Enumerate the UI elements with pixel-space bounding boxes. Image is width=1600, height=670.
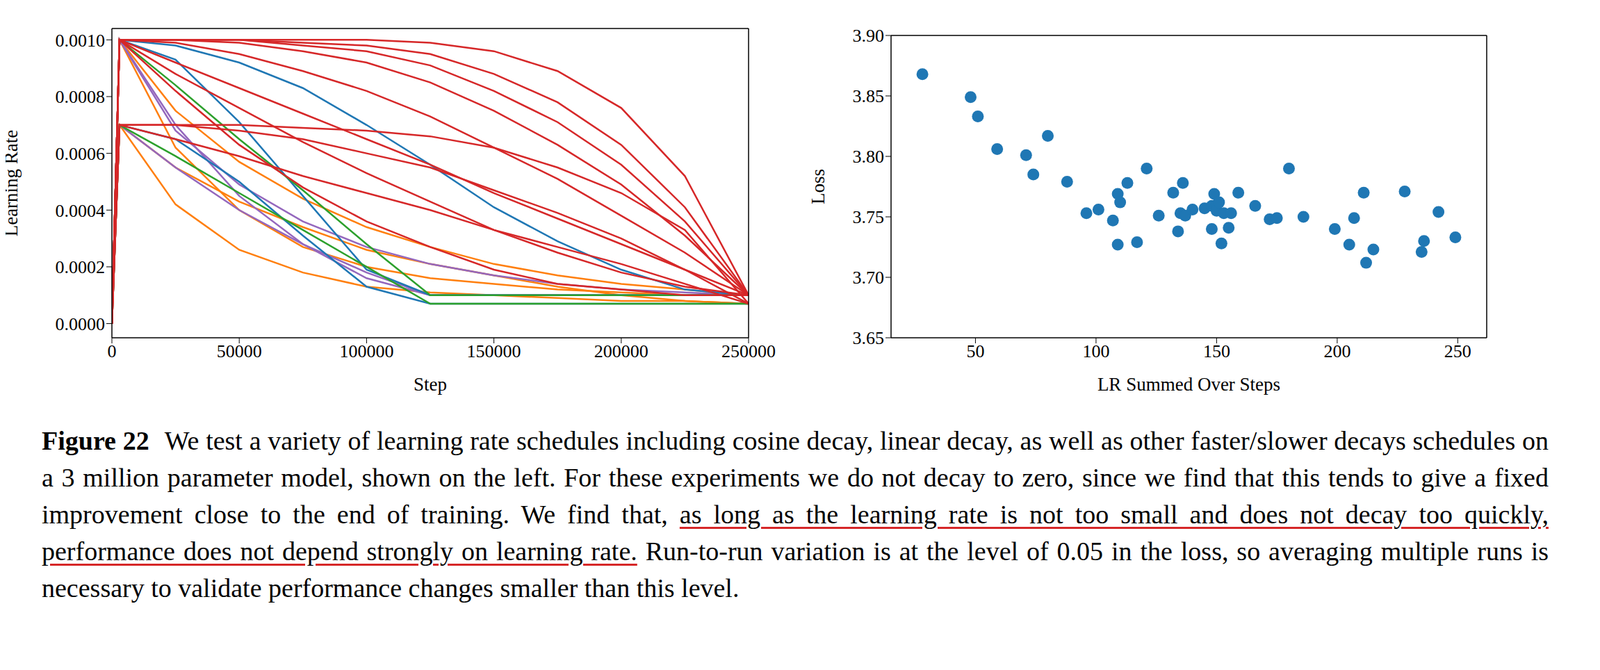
svg-text:50: 50 bbox=[966, 341, 985, 362]
svg-text:200000: 200000 bbox=[594, 341, 649, 362]
svg-text:3.90: 3.90 bbox=[852, 25, 885, 46]
svg-text:100: 100 bbox=[1082, 341, 1110, 362]
html-text:We test a variety of learning: We test a variety of learning rate sched… bbox=[41, 426, 1549, 529]
svg-text:LR Summed Over Steps: LR Summed Over Steps bbox=[1097, 373, 1281, 395]
svg-text:150: 150 bbox=[1203, 341, 1231, 362]
svg-text:100000: 100000 bbox=[339, 341, 394, 362]
svg-text:0.0002: 0.0002 bbox=[55, 257, 106, 278]
svg-text:250000: 250000 bbox=[721, 341, 776, 362]
svg-text:0.0000: 0.0000 bbox=[55, 314, 106, 335]
svg-text:0.0010: 0.0010 bbox=[55, 30, 106, 51]
svg-text:Loss: Loss bbox=[807, 168, 829, 205]
svg-text:Learning Rate: Learning Rate bbox=[5, 129, 22, 238]
svg-text:Step: Step bbox=[413, 373, 447, 395]
svg-text:3.70: 3.70 bbox=[852, 267, 885, 288]
svg-text:200: 200 bbox=[1323, 341, 1351, 362]
svg-text:50000: 50000 bbox=[216, 341, 263, 362]
svg-text:3.80: 3.80 bbox=[852, 146, 885, 167]
svg-text:3.65: 3.65 bbox=[852, 328, 885, 349]
svg-text:3.85: 3.85 bbox=[852, 86, 885, 107]
svg-text:0: 0 bbox=[107, 341, 117, 362]
svg-text:250: 250 bbox=[1444, 341, 1472, 362]
html-text:Figure 22: Figure 22 bbox=[41, 426, 150, 456]
html-text:as long as the learning rate i: as long as the learning rate is not too … bbox=[41, 499, 1549, 603]
svg-text:3.75: 3.75 bbox=[852, 207, 885, 228]
svg-text:0.0006: 0.0006 bbox=[55, 143, 106, 165]
svg-text:0.0004: 0.0004 bbox=[55, 200, 106, 222]
svg-text:150000: 150000 bbox=[467, 341, 522, 362]
svg-text:0.0008: 0.0008 bbox=[55, 86, 106, 108]
